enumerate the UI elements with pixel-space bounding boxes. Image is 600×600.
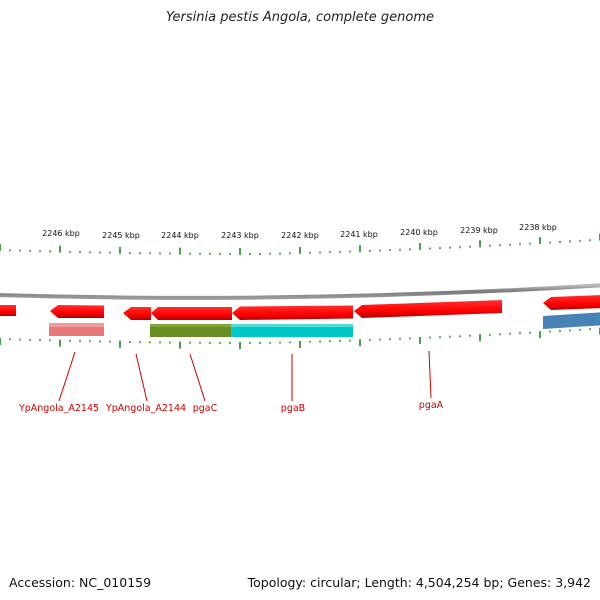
scale-label: 2246 kbp xyxy=(42,229,80,238)
gene-arrow[interactable] xyxy=(0,305,16,316)
gene-label[interactable]: YpAngola_A2145 xyxy=(18,403,99,414)
scale-label: 2240 kbp xyxy=(400,228,438,237)
gene-arrow-pgab[interactable] xyxy=(232,305,353,321)
accession-text: Accession: NC_010159 xyxy=(9,575,152,590)
scale-label: 2245 kbp xyxy=(102,231,140,240)
callout-line xyxy=(135,353,148,402)
callout-line xyxy=(189,353,206,402)
scale-label: 2241 kbp xyxy=(340,230,378,239)
upper-scale-ruler xyxy=(0,233,600,255)
scale-label: 2243 kbp xyxy=(221,231,259,240)
gene-function-box-cyan xyxy=(231,324,353,337)
gene-arrow-yp-a2144[interactable] xyxy=(123,307,151,320)
callout-line xyxy=(58,351,76,402)
scale-label: 2242 kbp xyxy=(281,231,319,240)
scale-label: 2244 kbp xyxy=(161,231,199,240)
map-title: Yersinia pestis Angola, complete genome xyxy=(166,10,434,25)
scale-label: 2239 kbp xyxy=(460,226,498,235)
genome-info-text: Topology: circular; Length: 4,504,254 bp… xyxy=(247,575,591,590)
gene-arrow-yp-a2145[interactable] xyxy=(50,305,104,318)
gene-function-box-olive xyxy=(150,324,231,337)
gene-arrow-pgaa[interactable] xyxy=(354,300,502,318)
gene-label[interactable]: pgaB xyxy=(281,403,305,414)
gene-label[interactable]: pgaA xyxy=(419,400,444,411)
gene-label[interactable]: pgaC xyxy=(193,403,218,414)
gene-function-box-blue xyxy=(543,312,600,329)
gene-label[interactable]: YpAngola_A2144 xyxy=(105,403,186,414)
scale-label: 2238 kbp xyxy=(519,223,557,232)
genome-backbone xyxy=(0,283,600,300)
callout-line xyxy=(428,350,432,399)
gene-arrow[interactable] xyxy=(543,295,600,310)
gene-arrow-pgac[interactable] xyxy=(151,307,232,320)
lower-scale-ruler xyxy=(0,327,600,349)
